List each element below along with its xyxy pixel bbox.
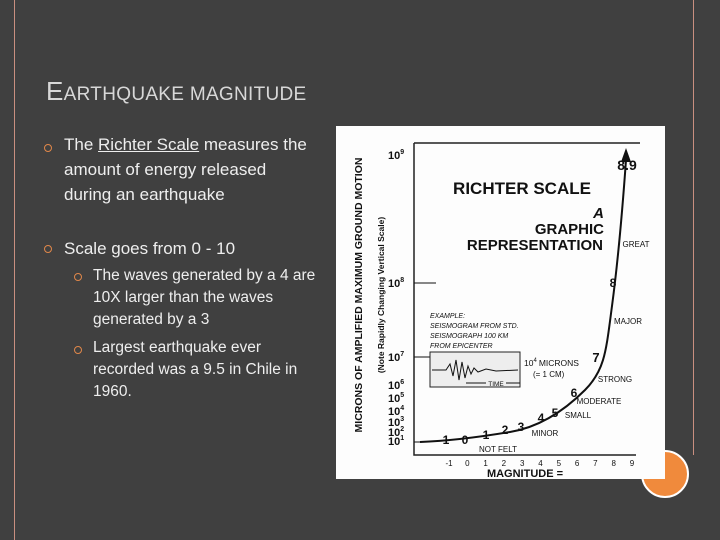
- x-tick-label: 2: [502, 459, 507, 468]
- curve-label: 8: [610, 276, 617, 290]
- curve-label: 4: [538, 411, 545, 425]
- example-text: EXAMPLE:: [430, 313, 465, 320]
- y-axis-note: (Note Rapidly Changing Vertical Scale): [376, 217, 386, 374]
- curve-label: MINOR: [532, 429, 559, 438]
- example-text: FROM EPICENTER: [430, 343, 493, 350]
- x-tick-label: -1: [445, 459, 453, 468]
- sub-bullet: Largest earthquake ever recorded was a 9…: [93, 339, 298, 400]
- y-label: 103: [388, 416, 404, 429]
- bullet-icon: [74, 346, 82, 354]
- figure-bg: [336, 126, 665, 479]
- y-label-exp: 7: [400, 351, 404, 358]
- amplitude-label: 104 MICRONS: [524, 358, 579, 368]
- y-label-base: 10: [388, 393, 400, 405]
- figure-subtitle: A: [592, 205, 604, 222]
- curve-label: 1: [483, 428, 490, 442]
- x-axis-label: MAGNITUDE =: [487, 468, 563, 479]
- y-label-base: 10: [388, 380, 400, 392]
- x-tick-label: 6: [575, 459, 580, 468]
- y-label-base: 10: [388, 427, 400, 439]
- curve-label: 8.9: [617, 157, 637, 173]
- amplitude-unit: MICRONS: [539, 358, 579, 368]
- curve-label: SMALL: [565, 411, 592, 420]
- x-tick-label: 9: [630, 459, 635, 468]
- curve-label: STRONG: [598, 375, 632, 384]
- bullet: Scale goes from 0 - 10: [64, 239, 236, 258]
- curve-label: 0: [462, 433, 469, 447]
- y-label-exp: 5: [400, 392, 404, 399]
- link-text: Richter Scale: [98, 135, 200, 154]
- x-tick-label: 5: [557, 459, 562, 468]
- x-tick-label: 4: [538, 459, 543, 468]
- bullet-icon: [44, 245, 52, 253]
- x-tick-label: 1: [483, 459, 488, 468]
- curve-label: 6: [571, 386, 578, 400]
- arrow-head: [621, 148, 631, 162]
- curve-label: 3: [518, 420, 525, 434]
- y-label-exp: 8: [400, 277, 404, 284]
- curve-label: NOT FELT: [479, 445, 517, 454]
- text: The: [64, 135, 94, 154]
- y-label: 101: [388, 435, 404, 448]
- y-label-exp: 3: [400, 416, 404, 423]
- slide-title: EARTHQUAKE MAGNITUDE: [46, 76, 307, 106]
- y-label: 106: [388, 379, 404, 392]
- amplitude-note: (= 1 CM): [533, 370, 565, 379]
- seismogram-trace: [432, 359, 519, 381]
- y-label: 109: [388, 149, 404, 162]
- x-tick-label: 3: [520, 459, 525, 468]
- example-text: SEISMOGRAM FROM STD.: [430, 323, 519, 330]
- frame: [413, 142, 640, 456]
- example-text: SEISMOGRAPH 100 KM: [430, 333, 508, 340]
- figure-subtitle: GRAPHIC: [535, 221, 604, 238]
- y-label: 108: [388, 277, 404, 290]
- x-tick-label: 7: [593, 459, 598, 468]
- y-label-base: 10: [388, 278, 400, 290]
- figure-subtitle: REPRESENTATION: [467, 237, 603, 254]
- curve-label: -1: [439, 433, 450, 447]
- curve: [419, 159, 627, 443]
- curve-label: GREAT: [623, 240, 650, 249]
- border-line: [693, 0, 694, 455]
- curve-label: MAJOR: [614, 317, 642, 326]
- y-axis-label: MICRONS OF AMPLIFIED MAXIMUM GROUND MOTI…: [353, 158, 365, 433]
- y-label: 107: [388, 351, 404, 364]
- x-tick-label: 0: [465, 459, 470, 468]
- curve-label: 7: [592, 350, 599, 365]
- figure-title: RICHTER SCALE: [453, 179, 591, 198]
- y-label-base: 10: [388, 406, 400, 418]
- y-label-base: 10: [388, 436, 400, 448]
- x-tick-label: 8: [611, 459, 616, 468]
- time-label: TIME: [488, 381, 504, 388]
- y-label-exp: 9: [400, 149, 404, 156]
- y-label-base: 10: [388, 417, 400, 429]
- y-label: 102: [388, 426, 404, 439]
- y-label-base: 10: [388, 150, 400, 162]
- bullet-icon: [44, 144, 52, 152]
- amplitude-exp: 4: [533, 358, 537, 364]
- amplitude-base: 10: [524, 358, 534, 368]
- curve-label: 5: [552, 406, 559, 420]
- border-line: [14, 0, 15, 540]
- y-label-exp: 4: [400, 405, 404, 412]
- y-label-exp: 2: [400, 426, 404, 433]
- y-label: 104: [388, 405, 404, 418]
- curve-label: 2: [502, 423, 509, 437]
- y-label: 105: [388, 392, 404, 405]
- bullet: The Richter Scale measures the amount of…: [64, 132, 314, 207]
- text: measures the amount of energy released d…: [64, 135, 307, 204]
- curve-label: MODERATE: [577, 397, 622, 406]
- y-label-base: 10: [388, 352, 400, 364]
- y-label-exp: 6: [400, 379, 404, 386]
- y-label-exp: 1: [400, 435, 404, 442]
- sub-bullet: The waves generated by a 4 are 10X large…: [93, 267, 316, 328]
- bullet-icon: [74, 273, 82, 281]
